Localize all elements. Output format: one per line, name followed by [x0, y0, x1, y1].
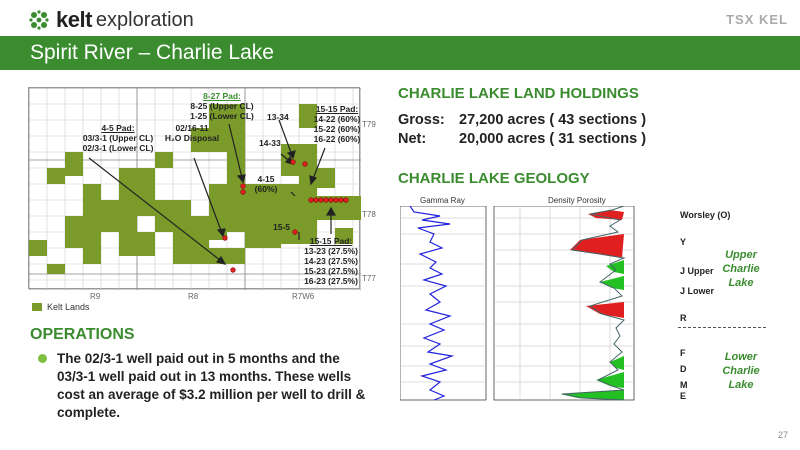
callout-15-15-pad-b-title: 15-15 Pad:	[309, 236, 353, 246]
callout-4-15: 4-15 (60%)	[251, 174, 281, 194]
zone-worsley: Worsley (O)	[680, 210, 731, 220]
zone-m: M	[680, 380, 688, 390]
page-title: Spirit River – Charlie Lake	[30, 41, 274, 64]
geology-heading: CHARLIE LAKE GEOLOGY	[398, 170, 590, 187]
zone-r: R	[680, 313, 687, 323]
kelt-logo: kelt exploration	[28, 7, 194, 32]
lower-charlie-lake-label: Lower Charlie Lake	[722, 351, 760, 391]
callout-4-5-pad-line2: 02/3-1 (Lower CL)	[82, 143, 154, 153]
callout-4-15-line1: 4-15	[257, 174, 275, 184]
brand-sub: exploration	[95, 8, 194, 31]
township-label-t77: T77	[362, 274, 376, 283]
township-label-t78: T78	[362, 210, 376, 219]
gross-label: Gross:	[398, 112, 445, 128]
callout-13-34: 13-34	[267, 112, 289, 122]
callout-4-5-pad-line1: 03/3-1 (Upper CL)	[82, 133, 154, 143]
callout-14-33: 14-33	[259, 138, 281, 148]
gross-row: Gross: 27,200 acres ( 43 sections )	[398, 112, 646, 128]
operations-bullet-text: The 02/3-1 well paid out in 5 months and…	[57, 351, 366, 420]
zone-j-lower: J Lower	[680, 286, 715, 296]
title-bar: Spirit River – Charlie Lake	[0, 36, 800, 70]
callout-15-15-pad-a: 15-15 Pad: 14-22 (60%) 15-22 (60%) 16-22…	[309, 104, 365, 144]
callout-8-27-pad-line1: 8-25 (Upper CL)	[190, 101, 254, 111]
brand-name: kelt	[56, 7, 92, 32]
callout-8-27-pad-line2: 1-25 (Lower CL)	[190, 111, 254, 121]
callout-4-5-pad-title: 4-5 Pad:	[101, 123, 135, 133]
land-map: 8-27 Pad: 8-25 (Upper CL) 1-25 (Lower CL…	[28, 87, 361, 290]
kelt-lands-swatch	[32, 303, 42, 311]
map-legend: Kelt Lands	[32, 302, 90, 312]
page-number: 27	[777, 430, 788, 440]
callout-15-15-pad-a-title: 15-15 Pad:	[315, 104, 359, 114]
zone-d: D	[680, 364, 687, 374]
zone-y: Y	[680, 237, 687, 247]
callout-02-16-11-line2: H₂O Disposal	[164, 133, 220, 143]
kelt-logo-icon	[29, 10, 49, 30]
well-log-graphic	[400, 206, 635, 401]
land-map-graphic	[29, 88, 361, 290]
callout-4-15-line2: (60%)	[254, 184, 278, 194]
operations-heading: OPERATIONS	[30, 326, 135, 343]
density-porosity-label: Density Porosity	[548, 196, 606, 205]
zone-f: F	[680, 348, 686, 358]
callout-4-5-pad: 4-5 Pad: 03/3-1 (Upper CL) 02/3-1 (Lower…	[73, 123, 163, 153]
callout-02-16-11-line1: 02/16-11	[175, 123, 209, 133]
zone-e: E	[680, 391, 687, 401]
township-label-t79: T79	[362, 120, 376, 129]
bullet-dot-icon	[38, 354, 47, 363]
callout-15-15-pad-a-line1: 14-22 (60%)	[313, 114, 361, 124]
upper-lower-divider	[678, 327, 766, 328]
callout-15-15-pad-b-line2: 14-23 (27.5%)	[304, 256, 358, 266]
upper-charlie-lake-label: Upper Charlie Lake	[722, 249, 760, 289]
exchange-logo: TSX KEL	[726, 12, 788, 27]
land-holdings-heading: CHARLIE LAKE LAND HOLDINGS	[398, 85, 639, 102]
callout-15-15-pad-b-line4: 16-23 (27.5%)	[304, 276, 358, 286]
range-label-r9: R9	[90, 292, 101, 301]
net-value: 20,000 acres ( 31 sections )	[459, 131, 647, 147]
callout-8-27-pad-title: 8-27 Pad:	[203, 91, 241, 101]
zone-j-upper: J Upper	[680, 266, 714, 276]
net-label: Net:	[398, 131, 427, 147]
gamma-ray-label: Gamma Ray	[420, 196, 465, 205]
gross-value: 27,200 acres ( 43 sections )	[459, 112, 647, 128]
callout-15-15-pad-b-line1: 13-23 (27.5%)	[304, 246, 358, 256]
callout-15-5: 15-5	[273, 222, 291, 232]
callout-15-15-pad-a-line3: 16-22 (60%)	[313, 134, 361, 144]
callout-15-15-pad-a-line2: 15-22 (60%)	[313, 124, 361, 134]
callout-15-15-pad-b: 15-15 Pad: 13-23 (27.5%) 14-23 (27.5%) 1…	[301, 236, 361, 286]
range-label-r7w6: R7W6	[292, 292, 315, 301]
operations-list: The 02/3-1 well paid out in 5 months and…	[38, 350, 368, 422]
map-legend-label: Kelt Lands	[47, 302, 90, 312]
range-label-r8: R8	[188, 292, 199, 301]
net-row: Net: 20,000 acres ( 31 sections )	[398, 131, 646, 147]
callout-8-27-pad: 8-27 Pad: 8-25 (Upper CL) 1-25 (Lower CL…	[187, 91, 257, 121]
operations-bullet: The 02/3-1 well paid out in 5 months and…	[38, 350, 368, 422]
callout-02-16-11: 02/16-11 H₂O Disposal	[159, 123, 225, 143]
callout-15-15-pad-b-line3: 15-23 (27.5%)	[304, 266, 358, 276]
